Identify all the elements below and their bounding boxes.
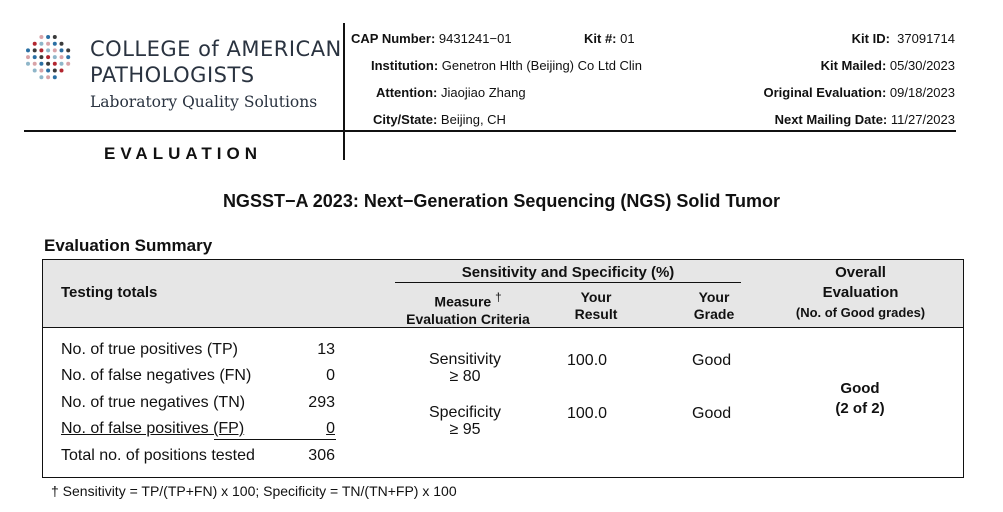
original-evaluation-field: Original Evaluation: 09/18/2023 bbox=[764, 85, 956, 100]
totals-tp-label: No. of true positives (TP) bbox=[61, 341, 238, 358]
your-grade-header-line1: Your bbox=[698, 289, 730, 305]
attention-label: Attention: bbox=[376, 85, 438, 100]
cap-number-field: CAP Number: 9431241−01 bbox=[351, 31, 512, 46]
section-title: EVALUATION bbox=[104, 144, 262, 163]
kit-id-field: Kit ID: 37091714 bbox=[852, 31, 955, 46]
footnote: † Sensitivity = TP/(TP+FN) x 100; Specif… bbox=[51, 483, 457, 499]
specificity-grade: Good bbox=[692, 405, 732, 422]
institution-field: Institution: Genetron Hlth (Beijing) Co … bbox=[371, 58, 642, 73]
overall-evaluation-header: Overall Evaluation (No. of Good grades) bbox=[773, 263, 948, 323]
overall-evaluation: Good (2 of 2) bbox=[785, 379, 935, 419]
overall-count: (2 of 2) bbox=[835, 400, 885, 417]
totals-sum-line bbox=[214, 439, 336, 440]
next-mailing-value: 11/27/2023 bbox=[890, 112, 955, 127]
logo-line3: Laboratory Quality Solutions bbox=[90, 93, 318, 111]
header-divider bbox=[24, 130, 956, 132]
totals-fn-label: No. of false negatives (FN) bbox=[61, 367, 252, 384]
totals-fp-value: 0 bbox=[326, 420, 335, 437]
measure-header: Measure † Evaluation Criteria bbox=[388, 289, 548, 328]
overall-header-line2: Evaluation bbox=[822, 284, 899, 301]
kit-mailed-field: Kit Mailed: 05/30/2023 bbox=[821, 58, 955, 73]
testing-totals-header: Testing totals bbox=[61, 284, 158, 301]
specificity-criteria: ≥ 95 bbox=[449, 421, 481, 438]
kit-number-label: Kit #: bbox=[584, 31, 617, 46]
sensitivity-result: 100.0 bbox=[567, 352, 608, 369]
header-vertical-divider bbox=[343, 23, 345, 160]
original-evaluation-label: Original Evaluation: bbox=[763, 85, 887, 100]
totals-all-label: Total no. of positions tested bbox=[61, 447, 255, 464]
cap-number-value: 9431241−01 bbox=[438, 31, 512, 46]
city-state-field: City/State: Beijing, CH bbox=[373, 112, 506, 127]
overall-header-line1: Overall bbox=[835, 264, 886, 281]
measure-header-line2: Evaluation Criteria bbox=[406, 310, 530, 327]
totals-fp-label: No. of false positives (FP) bbox=[61, 420, 245, 437]
overall-grade: Good bbox=[840, 380, 880, 397]
kit-id-label: Kit ID: bbox=[851, 31, 890, 46]
original-evaluation-value: 09/18/2023 bbox=[889, 85, 955, 100]
your-grade-header: Your Grade bbox=[669, 289, 759, 323]
totals-tn-label: No. of true negatives (TN) bbox=[61, 394, 246, 411]
totals-tp-value: 13 bbox=[317, 341, 335, 358]
your-result-header-line2: Result bbox=[574, 306, 618, 322]
city-state-value: Beijing, CH bbox=[440, 112, 506, 127]
sensitivity-name: Sensitivity bbox=[428, 351, 502, 368]
totals-tn-value: 293 bbox=[308, 394, 335, 411]
sensitivity-grade: Good bbox=[692, 352, 732, 369]
sens-spec-underline bbox=[395, 282, 741, 283]
city-state-label: City/State: bbox=[373, 112, 438, 127]
table-header: Testing totals Sensitivity and Specifici… bbox=[43, 260, 963, 328]
totals-all-value: 306 bbox=[308, 447, 335, 464]
page-title: NGSST−A 2023: Next−Generation Sequencing… bbox=[222, 191, 781, 211]
kit-id-value: 37091714 bbox=[897, 31, 955, 46]
your-result-header-line1: Your bbox=[580, 289, 612, 305]
logo-line2: PATHOLOGISTS bbox=[90, 63, 255, 87]
kit-mailed-value: 05/30/2023 bbox=[889, 58, 955, 73]
institution-value: Genetron Hlth (Beijing) Co Ltd Clin bbox=[441, 58, 642, 73]
evaluation-summary-table: Testing totals Sensitivity and Specifici… bbox=[42, 259, 964, 478]
attention-field: Attention: Jiaojiao Zhang bbox=[376, 85, 526, 100]
your-grade-header-line2: Grade bbox=[693, 306, 735, 322]
totals-fn-value: 0 bbox=[326, 367, 335, 384]
dagger-mark: † bbox=[495, 291, 502, 304]
specificity-result: 100.0 bbox=[567, 405, 608, 422]
cap-number-label: CAP Number: bbox=[351, 31, 436, 46]
kit-number-value: 01 bbox=[620, 31, 635, 46]
next-mailing-label: Next Mailing Date: bbox=[774, 112, 888, 127]
institution-label: Institution: bbox=[371, 58, 439, 73]
your-result-header: Your Result bbox=[551, 289, 641, 323]
sensitivity-measure: Sensitivity ≥ 80 bbox=[400, 351, 530, 385]
specificity-measure: Specificity ≥ 95 bbox=[400, 404, 530, 438]
attention-value: Jiaojiao Zhang bbox=[441, 85, 526, 100]
overall-header-line3: (No. of Good grades) bbox=[795, 305, 926, 320]
summary-title: Evaluation Summary bbox=[44, 236, 213, 255]
specificity-name: Specificity bbox=[428, 404, 502, 421]
logo-line1: COLLEGE of AMERICAN bbox=[90, 37, 342, 61]
next-mailing-field: Next Mailing Date: 11/27/2023 bbox=[775, 112, 955, 127]
sensitivity-criteria: ≥ 80 bbox=[449, 368, 481, 385]
measure-header-line1: Measure bbox=[434, 293, 492, 310]
sens-spec-header: Sensitivity and Specificity (%) bbox=[461, 264, 675, 281]
kit-mailed-label: Kit Mailed: bbox=[820, 58, 887, 73]
cap-logo-icon bbox=[26, 35, 71, 80]
kit-number-field: Kit #: 01 bbox=[584, 31, 635, 46]
